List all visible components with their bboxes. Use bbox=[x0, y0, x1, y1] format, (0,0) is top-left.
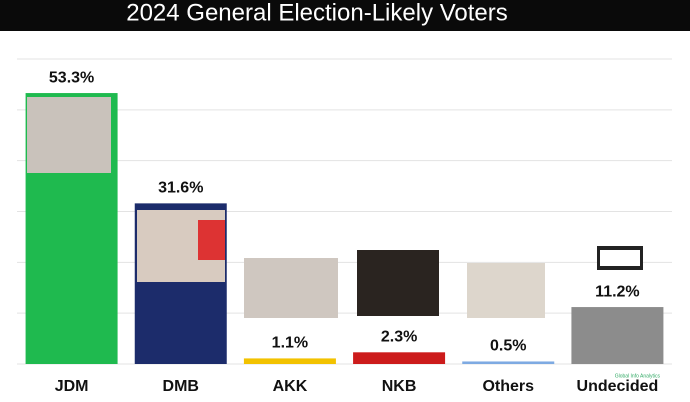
bar bbox=[571, 307, 664, 364]
photo bbox=[27, 97, 111, 173]
value-label: 1.1% bbox=[272, 335, 308, 352]
value-label: 0.5% bbox=[490, 338, 526, 355]
bar bbox=[462, 361, 555, 364]
labels: 53.3% JDM 31.6% DMB 1.1% AKK 2.3% NKB 0.5% Others… bbox=[49, 69, 658, 395]
grid bbox=[17, 58, 672, 365]
value-label: 2.3% bbox=[381, 329, 417, 346]
x-tick-label: NKB bbox=[382, 378, 417, 395]
x-tick-label: DMB bbox=[163, 378, 199, 395]
photos bbox=[27, 97, 643, 318]
value-label: 53.3% bbox=[49, 69, 94, 86]
bar bbox=[353, 352, 446, 364]
photo bbox=[357, 250, 439, 316]
photo bbox=[467, 263, 545, 318]
photo-flag bbox=[198, 220, 225, 260]
x-tick-label: Others bbox=[482, 378, 534, 395]
bars bbox=[25, 93, 664, 364]
undecided-sign bbox=[600, 250, 640, 266]
bar bbox=[243, 358, 336, 364]
x-tick-label: Undecided bbox=[577, 378, 659, 395]
photo bbox=[244, 258, 338, 318]
x-tick-label: JDM bbox=[55, 378, 89, 395]
value-label: 31.6% bbox=[158, 180, 203, 197]
watermark: Global Info Analytics bbox=[615, 373, 661, 379]
chart-title: 2024 General Election-Likely Voters bbox=[126, 0, 508, 26]
title-bar bbox=[0, 0, 690, 31]
value-label: 11.2% bbox=[595, 283, 639, 300]
x-tick-label: AKK bbox=[273, 378, 308, 395]
